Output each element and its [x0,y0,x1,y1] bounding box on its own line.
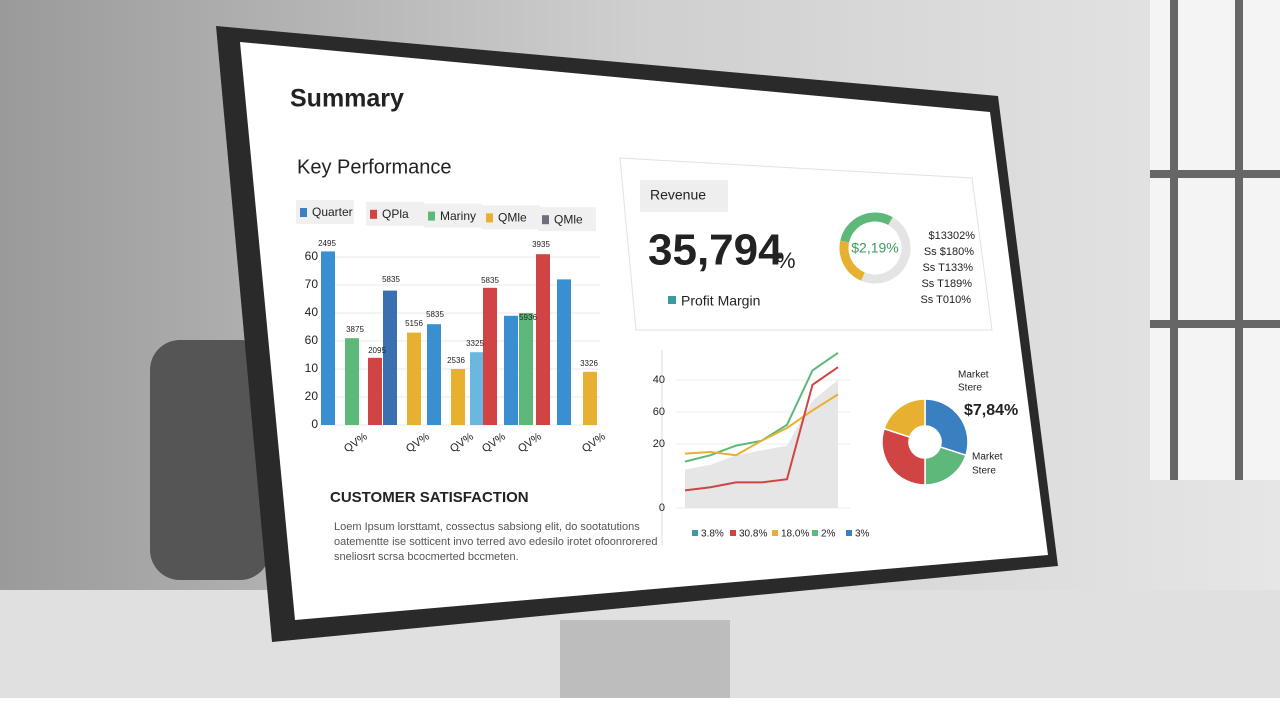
legend-label: 3% [855,529,870,540]
paragraph-line: sneliosrt scrsa bcocmerted bccmeten. [334,551,519,563]
data-annotation: 3935 [532,240,550,249]
legend-label: 2% [821,529,836,540]
y-tick-label: 40 [653,374,665,386]
y-tick-label: 60 [653,406,665,418]
legend-swatch [486,213,493,223]
legend-swatch [300,208,307,217]
bar [321,251,335,425]
y-tick-label: 60 [305,249,319,263]
donut-label: $2,19% [851,240,898,256]
legend-label: QMle [554,212,583,226]
donut-segment [839,240,865,281]
screen [240,42,1048,620]
data-annotation: 5156 [405,319,423,328]
section-heading: Key Performance [297,156,452,178]
window [1150,0,1280,480]
legend-label: Mariny [440,209,476,223]
legend-swatch [772,530,778,536]
pie-slice [924,398,969,457]
revenue-card [619,157,993,331]
bar [470,352,484,425]
y-tick-label: 10 [305,361,319,375]
revenue-tab [640,180,728,212]
bar [583,371,597,425]
data-annotation: 5835 [426,310,444,319]
data-annotation: 2536 [447,356,465,365]
data-annotation: 5835 [382,275,400,284]
legend-swatch [812,530,818,536]
data-annotation: 5835 [481,276,499,285]
legend-swatch [730,530,736,536]
data-annotation: 3326 [580,359,598,368]
legend-swatch [370,209,377,219]
bar [383,290,397,425]
revenue-label: Revenue [650,187,706,203]
window-frame [1150,170,1280,178]
bar [368,357,382,425]
title: Summary [290,85,404,113]
bar [557,279,571,425]
pie-label: Market [972,452,1003,463]
donut-segment [840,212,893,243]
bar [519,313,533,425]
section-heading: CUSTOMER SATISFACTION [330,489,529,506]
area [685,380,838,508]
chair [150,340,270,580]
pie-slice [881,427,926,486]
legend-label: QPla [382,207,409,221]
legend-label: 30.8% [739,529,767,540]
bar [345,338,359,425]
y-tick-label: 20 [305,389,319,403]
pie-label: Stere [972,466,996,477]
metric-item: Ss T010% [920,294,971,306]
y-tick-label: 0 [659,502,665,514]
legend-swatch [542,215,549,225]
bar [427,324,441,425]
pie-label: $7,84% [964,402,1018,419]
data-annotation: 3875 [346,325,364,334]
pie-slice [883,398,926,439]
bar [504,315,518,425]
legend-label: 18.0% [781,529,809,540]
revenue-unit: % [776,248,796,273]
data-annotation: 5936 [519,313,537,322]
bar [451,369,465,425]
swatch [668,296,676,304]
legend-swatch [428,211,435,221]
window-frame [1235,0,1243,480]
bar [407,332,421,425]
y-tick-label: 60 [305,333,319,347]
y-tick-label: 0 [311,417,318,431]
pie-label: Market [958,370,989,381]
bar [483,287,497,425]
window-frame [1170,0,1178,480]
donut-segment [861,217,911,284]
metric-item: Ss T133% [922,262,973,274]
paragraph-line: Loem Ipsum lorsttamt, cossectus sabsiong… [334,521,640,533]
line [684,393,839,457]
legend-label: Quarter [312,205,353,219]
legend-swatch [692,530,698,536]
revenue-caption: Profit Margin [681,293,760,309]
revenue-value: 35,794 [648,226,783,275]
legend-swatch [846,530,852,536]
data-annotation: 2095 [368,346,386,355]
metric-item: Ss T189% [921,278,972,290]
y-tick-label: 70 [305,277,319,291]
pie-label: Stere [958,383,982,394]
bar [536,254,550,425]
y-tick-label: 20 [653,438,665,450]
data-annotation: 2495 [318,239,336,248]
paragraph-line: oatementte ise sotticent invo terred avo… [334,536,657,548]
metric-item: $13302% [929,230,976,242]
legend-label: QMle [498,211,527,225]
metric-item: Ss $180% [924,246,974,258]
y-tick-label: 40 [305,305,319,319]
monitor-stand [560,620,730,698]
line [684,366,839,492]
window-frame [1150,320,1280,328]
legend-label: 3.8% [701,529,724,540]
data-annotation: 3325 [466,339,484,348]
